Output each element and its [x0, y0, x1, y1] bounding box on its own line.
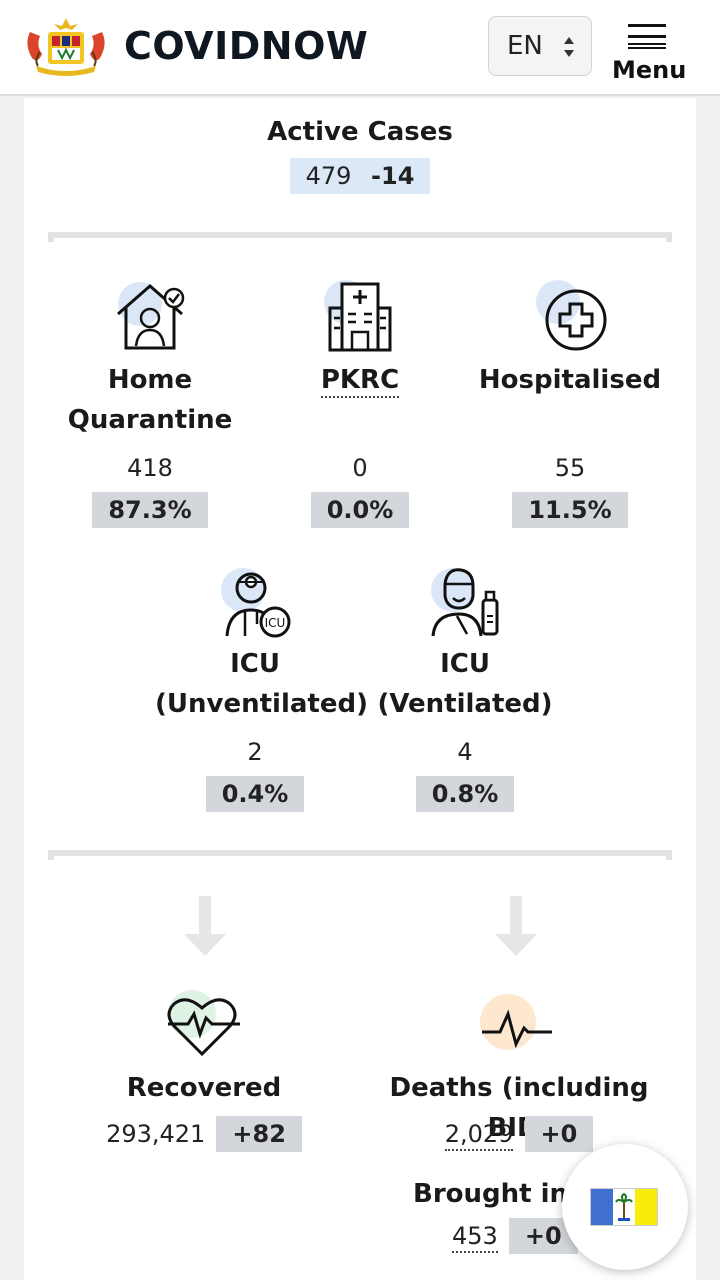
flatline-pulse-icon	[480, 994, 552, 1050]
penang-flag-icon	[590, 1188, 658, 1226]
recovered-summary: 293,421 +82	[64, 1116, 344, 1152]
bid-value-link[interactable]: 453	[452, 1222, 498, 1253]
ventilator-patient-icon	[431, 568, 499, 637]
app-brand-title[interactable]: COVIDNOW	[124, 24, 369, 68]
icu-unventilated-value: 2	[247, 738, 263, 766]
hamburger-icon	[628, 24, 666, 49]
icu-ventilated-percent: 0.8%	[415, 776, 515, 812]
home-quarantine-icon	[117, 282, 185, 350]
icu-unventilated-percent-wrap: 0.4%	[155, 776, 355, 812]
home-quarantine-percent-wrap: 87.3%	[56, 492, 244, 528]
home-quarantine-value: 418	[127, 454, 173, 482]
hospitalised-percent: 11.5%	[512, 492, 628, 528]
pkrc-percent-wrap: 0.0%	[266, 492, 454, 528]
pkrc-value: 0	[352, 454, 368, 482]
active-cases-value: 479	[305, 162, 352, 190]
heart-pulse-icon	[167, 990, 240, 1057]
recovered-change: +82	[216, 1116, 302, 1152]
language-select[interactable]: EN	[488, 16, 592, 76]
medical-cross-icon	[536, 280, 607, 351]
pkrc-percent: 0.0%	[310, 492, 410, 528]
active-cases-summary: 479 -14	[24, 158, 696, 194]
pkrc-tooltip-link[interactable]: PKRC	[320, 365, 400, 398]
deaths-change: +0	[524, 1116, 594, 1152]
hospitalised-percent-wrap: 11.5%	[476, 492, 664, 528]
icu-ventilated-value: 4	[457, 738, 473, 766]
category-title-line: (Ventilated)	[377, 689, 553, 719]
category-title-icu-unventilated: ICU (Unventilated)	[155, 644, 368, 724]
top-header: COVIDNOW EN Menu	[0, 0, 720, 96]
deaths-title: Deaths (including BID)	[389, 1073, 649, 1143]
deaths-summary: 2,029 +0	[354, 1116, 684, 1152]
recovered-value: 293,421	[106, 1120, 206, 1148]
malaysia-coat-of-arms-logo[interactable]	[22, 14, 110, 80]
category-title-line: (Unventilated)	[155, 689, 368, 719]
active-cases-title: Active Cases	[267, 117, 453, 147]
section-divider	[48, 232, 672, 242]
category-title-line: ICU	[440, 649, 490, 679]
hospitalised-value: 55	[554, 454, 586, 482]
state-selector-button[interactable]	[562, 1144, 688, 1270]
icu-unventilated-percent: 0.4%	[205, 776, 305, 812]
active-cases-card: Active Cases 479 -14 Home Quarantine	[24, 98, 696, 1280]
bid-change: +0	[508, 1218, 578, 1254]
category-title-pkrc[interactable]: PKRC	[266, 360, 454, 400]
category-title-hospitalised: Hospitalised	[478, 365, 662, 395]
category-title-line: Quarantine	[67, 405, 233, 435]
category-title-line: ICU	[230, 649, 280, 679]
icu-doctor-icon: ICU	[221, 568, 291, 638]
section-divider	[48, 850, 672, 860]
active-cases-change: -14	[371, 162, 415, 190]
hospital-building-icon	[324, 280, 392, 352]
category-title-icu-ventilated: ICU (Ventilated)	[365, 644, 565, 724]
home-quarantine-percent: 87.3%	[92, 492, 208, 528]
bid-summary: 453 +0	[452, 1218, 652, 1254]
icu-ventilated-percent-wrap: 0.8%	[365, 776, 565, 812]
arrow-down-icon	[184, 896, 226, 956]
svg-text:ICU: ICU	[265, 616, 286, 630]
language-selected-value: EN	[507, 31, 543, 61]
recovered-title: Recovered	[126, 1073, 282, 1103]
category-title-line: Home	[107, 365, 193, 395]
menu-button[interactable]: Menu	[612, 18, 687, 84]
deaths-value-link[interactable]: 2,029	[444, 1120, 514, 1151]
arrow-down-icon	[495, 896, 537, 956]
category-title-home-quarantine: Home Quarantine	[56, 360, 244, 440]
select-arrows-icon	[564, 37, 574, 57]
menu-label: Menu	[612, 56, 687, 84]
active-cases-pill: 479 -14	[289, 158, 431, 194]
